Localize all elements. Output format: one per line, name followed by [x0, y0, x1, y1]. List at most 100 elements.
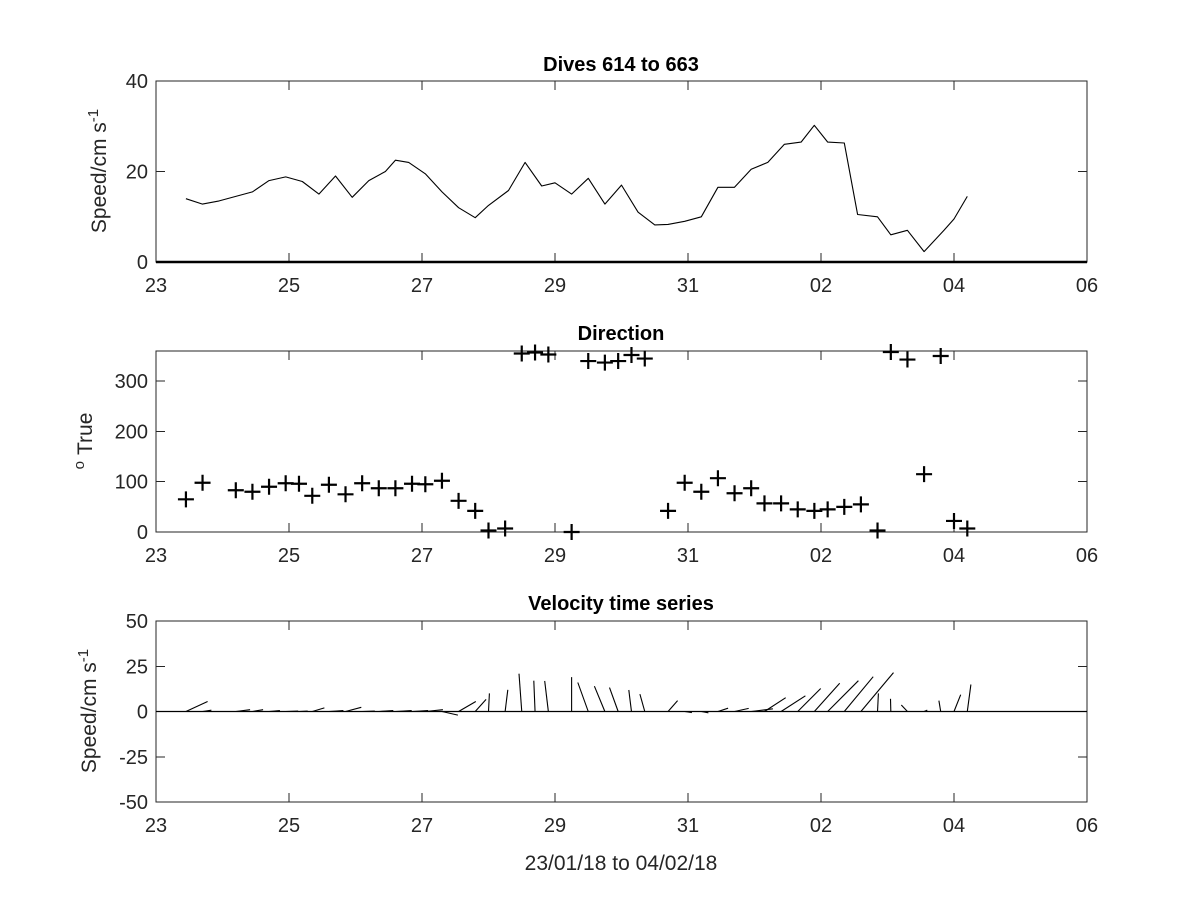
velocity-stick	[504, 689, 509, 712]
direction-point	[743, 480, 760, 497]
direction-point	[177, 491, 194, 508]
direction-point	[806, 502, 823, 519]
velocity-stick	[734, 707, 749, 713]
x-tick-label: 27	[411, 545, 433, 567]
direction-point	[290, 475, 307, 492]
y-tick-label: 200	[115, 421, 148, 443]
y-tick-label: 0	[137, 522, 148, 544]
y-tick-label: -25	[119, 747, 148, 769]
direction-panel: Direction 23 25 27 29 31 02 04 06 0 100 200 300 oTr…	[71, 323, 1099, 567]
velocity-stick	[458, 701, 477, 712]
velocity-stick	[441, 710, 459, 716]
direction-plot-area: 23 25 27 29 31 02 04 06 0 100 200 300	[115, 344, 1098, 567]
direction-point	[480, 522, 497, 539]
x-tick-label: 31	[677, 275, 699, 297]
y-tick-label: 40	[126, 71, 148, 93]
direction-point	[304, 487, 321, 504]
velocity-stick	[900, 704, 908, 712]
direction-point	[709, 470, 726, 487]
direction-point	[370, 480, 387, 497]
velocity-stick	[269, 710, 280, 713]
y-tick-label: 25	[126, 656, 148, 678]
direction-point	[497, 520, 514, 537]
x-tick-label: 02	[810, 275, 832, 297]
direction-point	[194, 474, 211, 491]
direction-point	[869, 522, 886, 539]
x-tick-label: 04	[943, 545, 965, 567]
velocity-stick	[780, 695, 806, 712]
velocity-panel: Velocity time series 23 25 27 29 31 02 04 06 -50…	[75, 593, 1099, 837]
direction-point	[467, 502, 484, 519]
velocity-stick	[923, 709, 928, 713]
velocity-stick	[544, 680, 549, 712]
axes-box	[155, 350, 1088, 533]
direction-point	[450, 492, 467, 509]
direction-point	[852, 496, 869, 513]
direction-point	[261, 478, 278, 495]
speed-panel-title: Dives 614 to 663	[543, 54, 699, 76]
x-tick-label: 23	[145, 815, 167, 837]
direction-point	[354, 475, 371, 492]
y-tick-label: 0	[137, 252, 148, 274]
direction-point	[636, 350, 653, 367]
x-tick-label: 29	[544, 545, 566, 567]
direction-point	[337, 486, 354, 503]
x-tick-label: 31	[677, 815, 699, 837]
x-tick-label: 27	[411, 275, 433, 297]
y-tick-label: 100	[115, 472, 148, 494]
velocity-stick	[860, 672, 894, 712]
direction-point	[527, 344, 544, 361]
velocity-stick	[843, 676, 874, 712]
velocity-plot-area: 23 25 27 29 31 02 04 06 -50 -25 0 25 50	[119, 611, 1098, 837]
velocity-stick	[953, 694, 962, 712]
direction-point	[227, 482, 244, 499]
velocity-stick	[577, 682, 589, 712]
x-tick-label: 06	[1076, 275, 1098, 297]
velocity-stick	[667, 700, 679, 712]
direction-point	[756, 495, 773, 512]
direction-point	[387, 480, 404, 497]
velocity-stick	[328, 710, 344, 713]
x-tick-label: 02	[810, 815, 832, 837]
velocity-stick	[298, 710, 308, 713]
speed-series-line	[185, 124, 968, 253]
velocity-stick	[966, 684, 972, 712]
velocity-stick	[285, 710, 299, 713]
x-tick-label: 06	[1076, 815, 1098, 837]
direction-point	[773, 495, 790, 512]
x-tick-label: 23	[145, 275, 167, 297]
direction-point	[580, 353, 597, 370]
direction-point	[693, 483, 710, 500]
direction-point	[610, 353, 627, 370]
x-tick-label: 04	[943, 815, 965, 837]
velocity-stick	[202, 709, 212, 713]
velocity-stick	[797, 688, 822, 712]
direction-point	[623, 347, 640, 364]
speed-plot-area: 23 25 27 29 31 02 04 06 0 20 40	[126, 71, 1098, 297]
direction-point	[819, 501, 836, 518]
velocity-stick	[185, 701, 208, 712]
y-tick-label: 50	[126, 611, 148, 633]
velocity-stick	[362, 710, 375, 713]
direction-point	[596, 354, 613, 371]
x-tick-label: 02	[810, 545, 832, 567]
velocity-stick	[751, 708, 773, 713]
direction-point	[417, 476, 434, 493]
velocity-stick	[474, 699, 487, 712]
x-tick-label: 25	[278, 815, 300, 837]
direction-point	[726, 485, 743, 502]
x-tick-label: 29	[544, 275, 566, 297]
x-axis-label: 23/01/18 to 04/02/18	[525, 852, 718, 875]
x-tick-label: 23	[145, 545, 167, 567]
speed-y-axis-label: Speed/cm s-1	[85, 109, 112, 233]
direction-point	[563, 524, 580, 540]
direction-point	[932, 348, 949, 365]
velocity-stick	[608, 687, 619, 712]
velocity-stick	[684, 710, 692, 714]
y-tick-label: 0	[137, 702, 148, 724]
velocity-stick	[487, 693, 490, 712]
velocity-stick	[717, 707, 729, 713]
direction-point	[433, 472, 450, 489]
x-tick-label: 06	[1076, 545, 1098, 567]
direction-point	[244, 483, 261, 500]
